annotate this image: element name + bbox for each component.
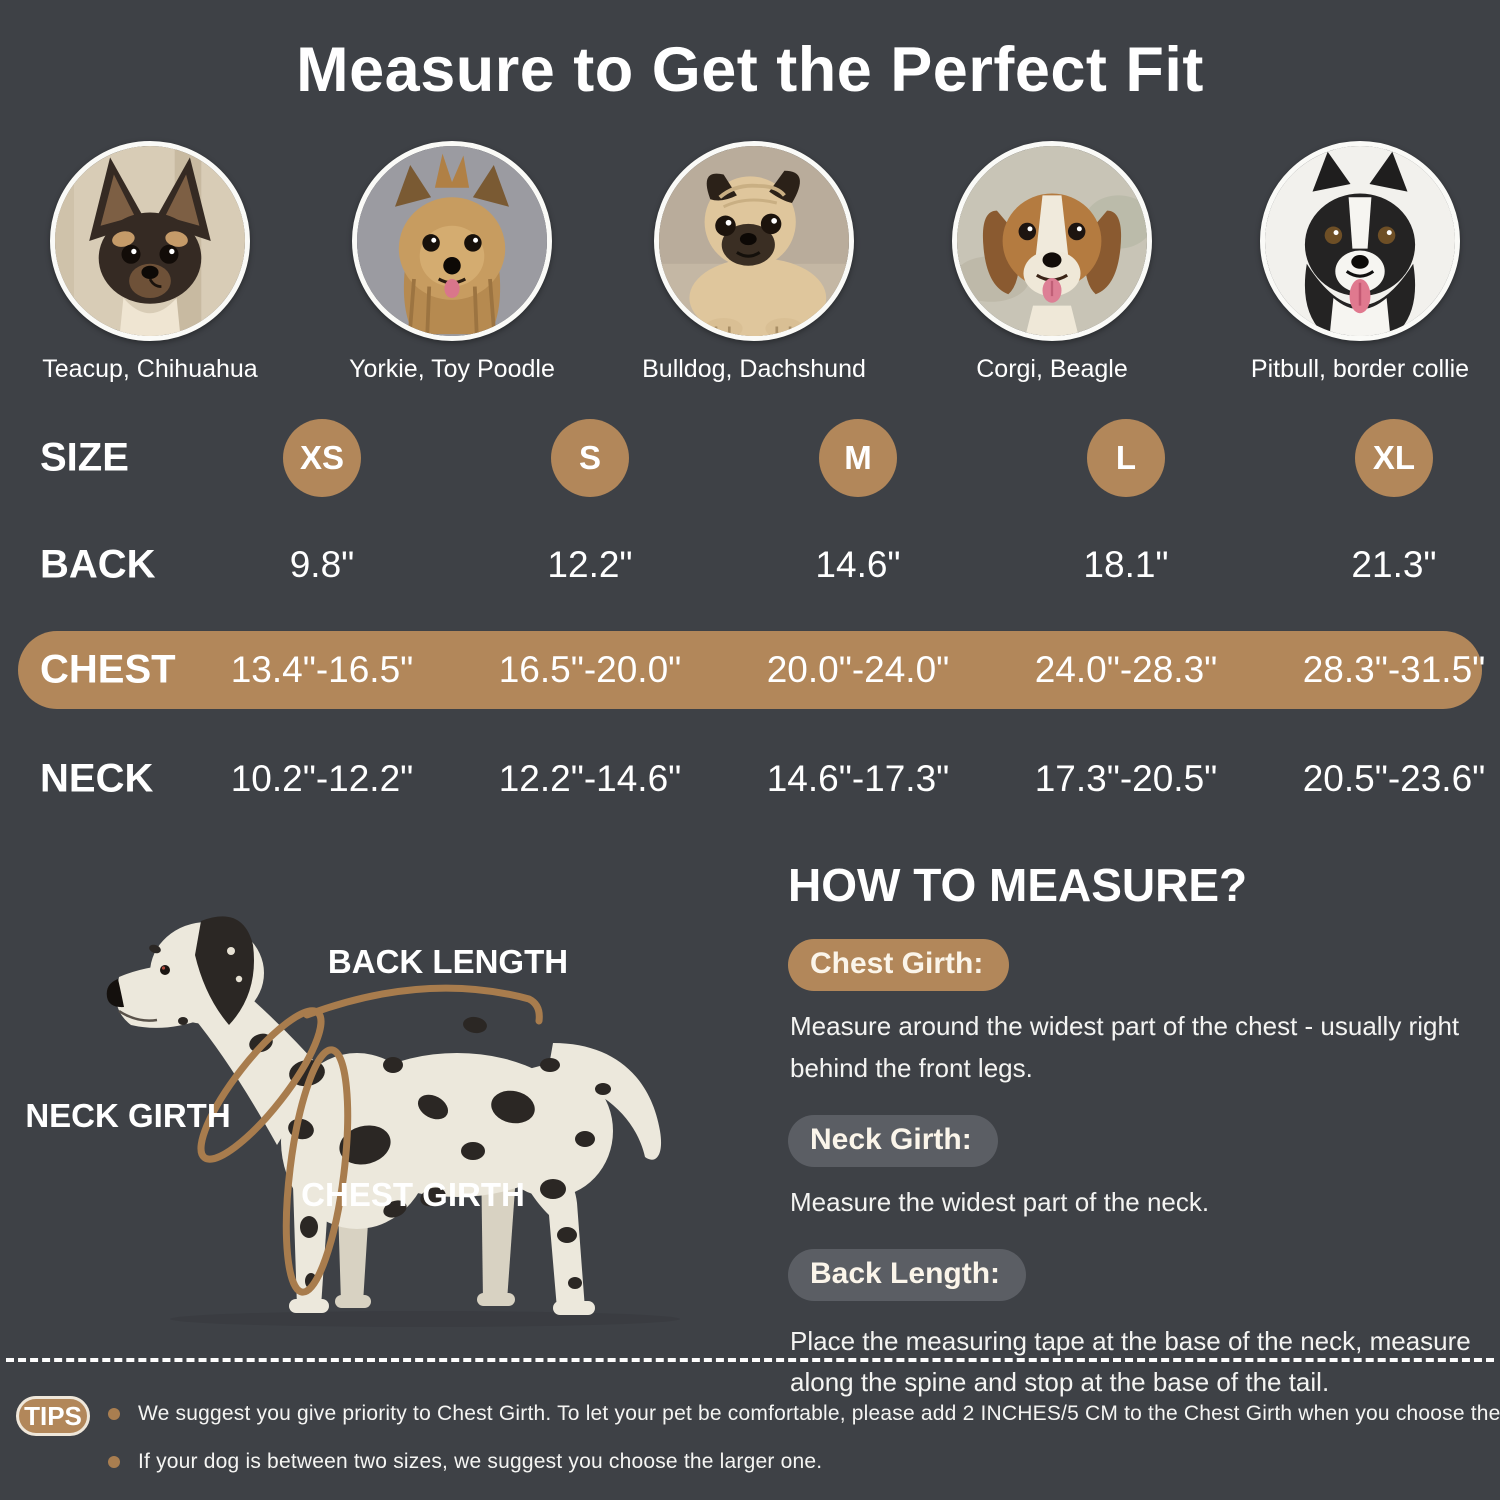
pug-photo xyxy=(654,141,854,341)
neck-value: 10.2"-12.2" xyxy=(230,758,414,799)
tip-item: We suggest you give priority to Chest Gi… xyxy=(108,1402,1500,1426)
table-row-back: BACK 9.8" 12.2" 14.6" 18.1" 21.3" xyxy=(0,538,1500,592)
neck-value: 14.6"-17.3" xyxy=(766,758,950,799)
breed-label: Corgi, Beagle xyxy=(976,355,1128,383)
back-length-badge: Back Length: xyxy=(788,1249,1027,1302)
chest-value: 16.5"-20.0" xyxy=(498,649,682,690)
chest-value: 28.3"-31.5" xyxy=(1302,649,1486,690)
dashed-divider xyxy=(6,1358,1494,1362)
breed-label: Bulldog, Dachshund xyxy=(642,355,866,383)
how-to-measure-heading: HOW TO MEASURE? xyxy=(788,859,1248,911)
beagle-photo xyxy=(952,141,1152,341)
breed-column-border-collie: Pitbull, border collie xyxy=(1240,141,1480,384)
chest-girth-badge: Chest Girth: xyxy=(788,939,1010,991)
back-value: 18.1" xyxy=(1083,544,1169,585)
table-row-chest-highlighted: CHEST 13.4"-16.5" 16.5"-20.0" 20.0"-24.0… xyxy=(18,631,1485,709)
breed-column-chihuahua: Teacup, Chihuahua xyxy=(30,141,270,384)
diagram-label-neck-girth: NECK GIRTH xyxy=(25,1097,231,1134)
back-length-instructions: Place the measuring tape at the base of … xyxy=(790,1326,1471,1398)
bullet-dot-icon xyxy=(108,1408,120,1420)
breed-label: Yorkie, Toy Poodle xyxy=(349,355,555,383)
page-title: Measure to Get the Perfect Fit xyxy=(296,35,1204,105)
breed-label: Pitbull, border collie xyxy=(1250,355,1470,383)
back-value: 9.8" xyxy=(289,544,355,585)
back-value: 21.3" xyxy=(1351,544,1437,585)
border-collie-photo xyxy=(1260,141,1460,341)
chest-value: 13.4"-16.5" xyxy=(230,649,414,690)
chihuahua-icon xyxy=(55,146,245,336)
back-value: 14.6" xyxy=(815,544,901,585)
chihuahua-photo xyxy=(50,141,250,341)
row-label-back: BACK xyxy=(40,542,156,587)
row-label-size: SIZE xyxy=(40,435,129,480)
neck-girth-instructions: Measure the widest part of the neck. xyxy=(790,1187,1210,1218)
diagram-label-back-length: BACK LENGTH xyxy=(327,943,569,980)
how-to-measure-section: HOW TO MEASURE? Chest Girth: Measure aro… xyxy=(788,858,1488,1429)
neck-value: 17.3"-20.5" xyxy=(1034,758,1218,799)
tips-badge: TIPS xyxy=(16,1396,90,1436)
border-collie-icon xyxy=(1265,146,1455,336)
neck-value: 20.5"-23.6" xyxy=(1302,758,1486,799)
size-badge-xl: XL xyxy=(1355,419,1433,497)
row-label-neck: NECK xyxy=(40,756,154,801)
chest-value: 20.0"-24.0" xyxy=(766,649,950,690)
chest-girth-instructions: Measure around the widest part of the ch… xyxy=(790,1011,1460,1084)
breed-label: Teacup, Chihuahua xyxy=(42,355,258,383)
size-badge-m: M xyxy=(819,419,897,497)
diagram-label-chest-girth: CHEST GIRTH xyxy=(301,1176,525,1213)
pug-icon xyxy=(659,146,849,336)
table-row-neck: NECK 10.2"-12.2" 12.2"-14.6" 14.6"-17.3"… xyxy=(0,752,1500,806)
beagle-icon xyxy=(957,146,1147,336)
breed-column-pug: Bulldog, Dachshund xyxy=(634,141,874,384)
chest-value: 24.0"-28.3" xyxy=(1034,649,1218,690)
breed-column-beagle: Corgi, Beagle xyxy=(932,141,1172,384)
breed-column-yorkie: Yorkie, Toy Poodle xyxy=(332,141,572,384)
yorkie-photo xyxy=(352,141,552,341)
neck-girth-badge: Neck Girth: xyxy=(788,1115,998,1168)
bullet-dot-icon xyxy=(108,1456,120,1468)
dog-measurement-diagram xyxy=(5,893,765,1335)
size-badge-xs: XS xyxy=(283,419,361,497)
neck-value: 12.2"-14.6" xyxy=(498,758,682,799)
row-label-chest: CHEST xyxy=(40,647,176,692)
tip-item: If your dog is between two sizes, we sug… xyxy=(108,1450,822,1474)
dalmatian-illustration xyxy=(106,916,680,1327)
yorkie-icon xyxy=(357,146,547,336)
back-value: 12.2" xyxy=(547,544,633,585)
size-badge-l: L xyxy=(1087,419,1165,497)
size-badge-s: S xyxy=(551,419,629,497)
table-row-size: SIZE XS S M L XL xyxy=(0,418,1500,498)
